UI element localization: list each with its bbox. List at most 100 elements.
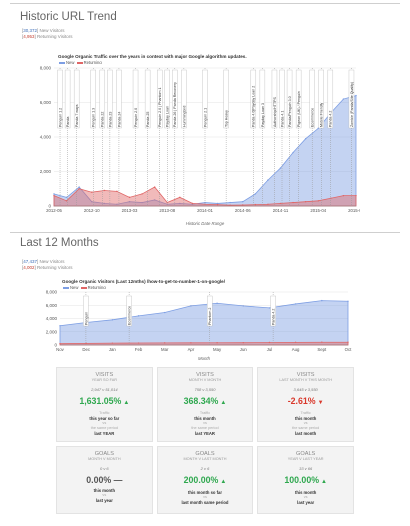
data-point-new <box>347 300 349 302</box>
algorithm-update-box <box>279 69 285 129</box>
algorithm-update-label: Mobile Friendly <box>320 102 324 127</box>
chart1-legend: New Returning <box>58 60 102 65</box>
x-tick-label: May <box>213 347 222 352</box>
chart2-legend: New Returning <box>62 285 106 290</box>
algorithm-update-box <box>172 69 178 129</box>
stat-card-value: 0.00% — <box>57 475 152 485</box>
algorithm-update-box <box>309 69 315 129</box>
algorithm-update-label: Panda 22 <box>101 112 105 127</box>
data-point-returning <box>141 193 143 195</box>
new-visitors-label-12m: New Visitors <box>39 259 65 264</box>
stat-card-value-text: 0.00% — <box>86 474 123 485</box>
algorithm-update-label: Panda 25 <box>146 112 150 127</box>
stat-card-value: 200.00% ▲ <box>158 475 253 487</box>
legend-new: New <box>66 60 75 65</box>
algorithm-update-box <box>348 69 355 129</box>
algorithm-update-box <box>202 69 208 129</box>
chart2-title: Google Organic Visitors (Last 12mths) /h… <box>62 279 225 284</box>
stat-card-line4: the same period <box>90 426 118 431</box>
data-point-returning <box>242 204 244 206</box>
series-area-returning <box>53 186 357 207</box>
data-point-returning <box>321 341 323 343</box>
algorithm-update-box <box>250 69 257 129</box>
data-point-new <box>53 193 55 195</box>
stat-card-title: Visits <box>95 372 114 378</box>
x-tick-label: 2014-06 <box>235 208 251 213</box>
historic-traffic-chart: 8,000 6,000 4,000 2,000 0 2012-05 2012-10 2013-… <box>28 64 360 226</box>
stat-card-visits: Visits Last month v this month 3,645 v 3,5… <box>257 367 354 442</box>
algorithm-update-label: Panda 24 <box>117 112 121 127</box>
data-point-returning <box>191 202 194 205</box>
data-point-new <box>164 311 166 314</box>
returning-visitors-label-12m: Returning Visitors <box>37 264 73 270</box>
stat-card-subtitle: Year v Last Year <box>287 457 324 462</box>
stat-card-ratio: 2,947 v 51,014 <box>91 387 118 393</box>
data-point-returning <box>53 194 55 197</box>
data-point-new <box>216 302 218 304</box>
stat-card-subtitle: Last month v this month <box>279 378 332 383</box>
stat-card-line3: vs <box>102 492 107 497</box>
data-point-returning <box>279 202 282 205</box>
stat-card-title: Visits <box>296 372 315 378</box>
stat-card-line1: Traffic <box>199 410 211 415</box>
data-point-returning <box>242 341 244 344</box>
data-point-new <box>91 200 93 203</box>
x-tick-label: 2013-03 <box>122 208 138 213</box>
algorithm-update-box <box>271 69 278 129</box>
data-point-returning <box>190 342 192 344</box>
data-point-returning <box>59 342 61 345</box>
x-tick-label: Jun <box>240 347 248 352</box>
y-tick-label: 4,000 <box>46 316 58 321</box>
x-tick-label: 2012-10 <box>84 208 100 213</box>
algorithm-update-box <box>132 69 139 129</box>
algorithm-update-box <box>64 69 71 129</box>
algorithm-update-box <box>318 69 324 129</box>
data-point-new <box>116 203 118 205</box>
stat-card-value: 1,631.05% ▲ <box>57 396 152 408</box>
algorithm-update-box <box>270 295 276 327</box>
x-tick-label: Dec <box>82 347 90 352</box>
stat-card-value-text: 1,631.05% <box>79 395 122 406</box>
arrow-up-icon: ▲ <box>220 399 227 406</box>
x-tick-label: Oct <box>345 347 352 352</box>
data-point-new <box>128 200 131 203</box>
legend-returning-12m: Returning <box>87 285 106 290</box>
algorithm-update-box <box>116 69 122 129</box>
data-point-returning <box>304 200 307 203</box>
stat-card-title: Visits <box>196 372 214 378</box>
y-tick-label: 2,000 <box>40 169 52 174</box>
returning-visitors-count-12m: 4,002 <box>23 264 35 270</box>
stat-card-line3: vs <box>203 494 207 499</box>
stat-card-line5: last month same period <box>181 500 229 506</box>
stat-card-goals: Goals Month v Last Month 2 v 6 200.00% ▲ this… <box>156 446 254 514</box>
algorithm-update-box <box>83 295 89 327</box>
data-point-new <box>65 196 68 199</box>
stat-card-line2: this month <box>93 487 116 493</box>
stat-card-ratio: 2 v 6 <box>200 466 210 472</box>
data-point-returning <box>78 188 80 190</box>
returning-visitors-label: Returning Visitors <box>37 33 73 39</box>
stat-card-title: Goals <box>94 451 114 457</box>
algorithm-update-box <box>90 69 96 129</box>
data-point-new <box>137 315 140 317</box>
stat-card-subtitle: Month v Month <box>88 457 121 462</box>
stat-card-line2: this year so far <box>89 415 120 421</box>
algorithm-update-box <box>99 69 106 129</box>
x-tick-label: Apr <box>188 347 195 352</box>
legend-returning: Returning <box>83 60 102 65</box>
data-point-new <box>103 202 106 205</box>
algorithm-update-box <box>181 69 187 129</box>
algorithm-update-box <box>223 69 229 129</box>
mid-divider <box>10 232 400 233</box>
arrow-down-icon: ▼ <box>317 399 324 406</box>
stat-card-value-text: 100.00% <box>284 474 320 485</box>
data-point-returning <box>294 341 297 344</box>
data-point-new <box>279 167 282 169</box>
stat-card-line4: the same period <box>191 426 219 431</box>
data-point-new <box>153 199 156 201</box>
data-point-returning <box>347 341 349 343</box>
stat-card-subtitle: Month v Month <box>188 378 222 383</box>
algorithm-update-box <box>156 69 163 129</box>
algorithm-update-label: Zombie (Panda/Site Quality) <box>350 82 354 127</box>
